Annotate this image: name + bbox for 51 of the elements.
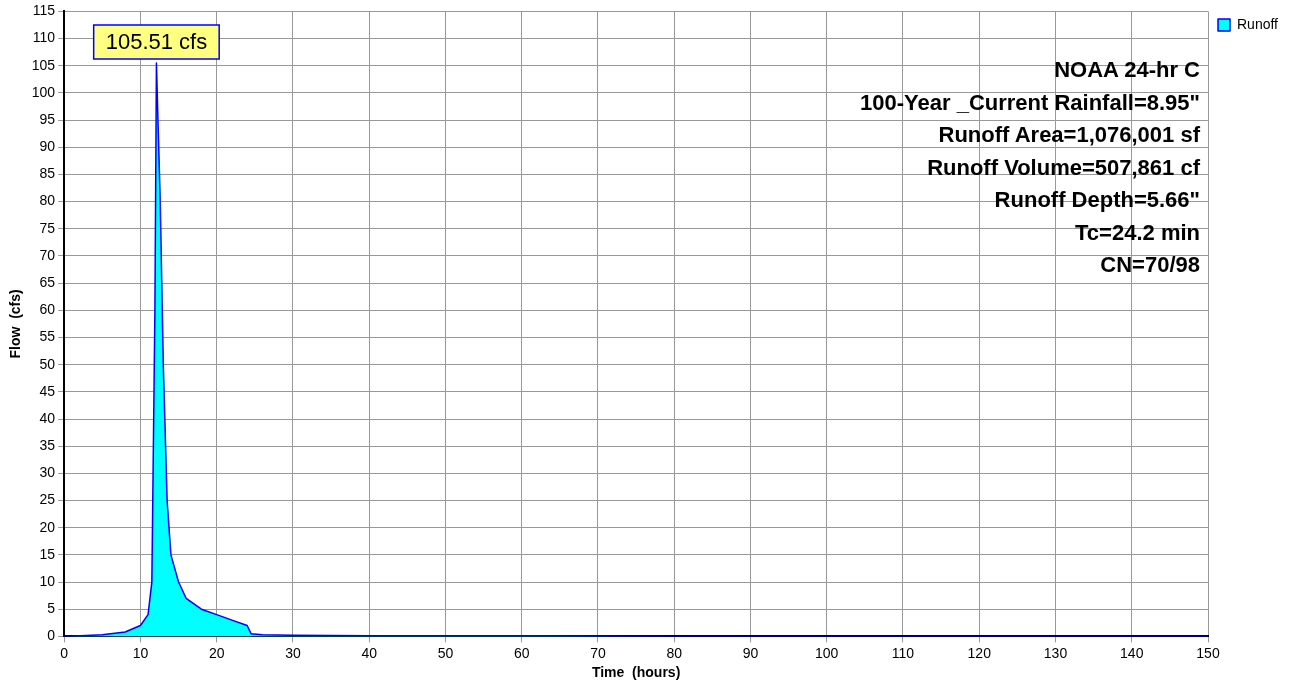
y-tick-label: 45 bbox=[39, 382, 56, 399]
y-axis-title: Flow (cfs) bbox=[7, 289, 24, 359]
x-tick-label: 50 bbox=[437, 644, 454, 661]
annotation: NOAA 24-hr C bbox=[1054, 57, 1201, 83]
y-tick-label: 100 bbox=[31, 83, 56, 100]
x-tick-label: 110 bbox=[891, 644, 915, 661]
y-tick-label: 25 bbox=[39, 491, 56, 508]
x-tick-label: 60 bbox=[513, 644, 530, 661]
y-tick-label: 65 bbox=[39, 274, 56, 290]
x-tick-label: 80 bbox=[666, 644, 683, 661]
y-tick-label: 105 bbox=[31, 56, 56, 73]
x-tick-label: 40 bbox=[361, 644, 378, 661]
y-tick-label: 35 bbox=[39, 437, 56, 454]
y-tick-label: 85 bbox=[39, 165, 56, 182]
x-axis-title: Time (hours) bbox=[591, 664, 681, 681]
y-tick-label: 80 bbox=[39, 192, 56, 209]
x-tick-label: 30 bbox=[285, 644, 301, 661]
y-tick-label: 0 bbox=[47, 627, 56, 644]
x-tick-label: 140 bbox=[1120, 644, 1144, 661]
annotation: Runoff Depth=5.66" bbox=[994, 187, 1200, 213]
legend-label: Runoff bbox=[1237, 15, 1279, 32]
annotation: CN=70/98 bbox=[1100, 252, 1200, 278]
y-tick-label: 60 bbox=[39, 301, 56, 318]
y-tick-label: 15 bbox=[39, 545, 56, 562]
annotation: Runoff Volume=507,861 cf bbox=[927, 154, 1201, 180]
x-tick-label: 0 bbox=[60, 644, 69, 661]
x-tick-label: 70 bbox=[590, 644, 606, 661]
annotation: 100-Year _Current Rainfall=8.95" bbox=[860, 89, 1200, 115]
y-tick-label: 95 bbox=[39, 110, 56, 127]
y-tick-label: 70 bbox=[39, 246, 56, 263]
y-tick-label: 5 bbox=[47, 600, 56, 617]
x-tick-label: 130 bbox=[1043, 644, 1068, 661]
annotation: Runoff Area=1,076,001 sf bbox=[938, 122, 1201, 148]
x-tick-label: 150 bbox=[1196, 644, 1220, 661]
y-tick-label: 110 bbox=[32, 29, 56, 46]
x-tick-label: 100 bbox=[815, 644, 839, 661]
y-tick-label: 75 bbox=[39, 219, 56, 236]
annotation: 105.51 cfs bbox=[105, 29, 208, 55]
y-tick-label: 40 bbox=[39, 409, 56, 426]
annotation: Tc=24.2 min bbox=[1075, 219, 1200, 245]
x-tick-label: 120 bbox=[967, 644, 992, 661]
x-tick-label: 10 bbox=[132, 644, 149, 661]
y-tick-label: 115 bbox=[32, 2, 56, 19]
y-tick-label: 30 bbox=[39, 464, 56, 481]
y-tick-label: 10 bbox=[39, 572, 56, 589]
y-tick-label: 55 bbox=[39, 328, 56, 345]
x-tick-label: 20 bbox=[208, 644, 225, 661]
y-tick-label: 90 bbox=[39, 138, 56, 155]
x-tick-label: 90 bbox=[742, 644, 759, 661]
y-tick-label: 20 bbox=[39, 518, 56, 535]
y-tick-label: 50 bbox=[39, 355, 56, 372]
